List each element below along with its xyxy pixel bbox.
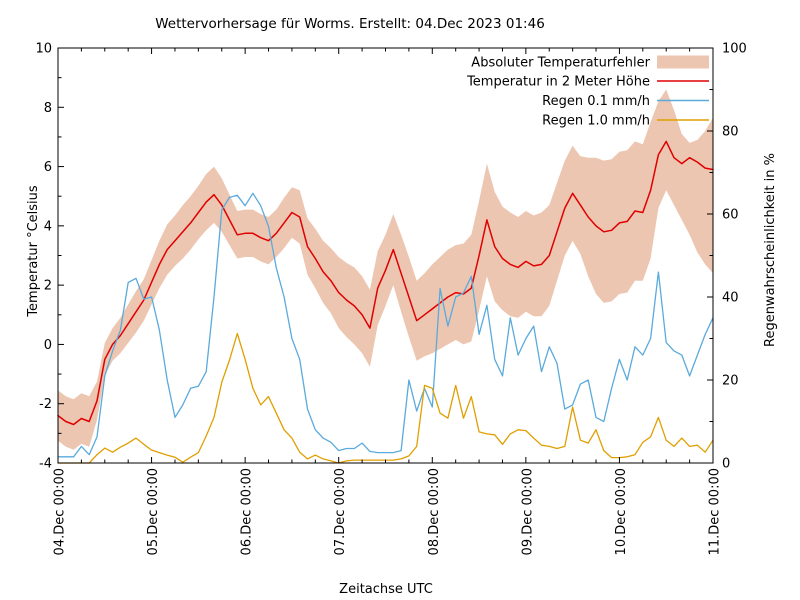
y-left-tick-label: -4 <box>39 457 52 472</box>
y-left-tick-label: 6 <box>44 160 52 175</box>
x-tick-label: 04.Dec 00:00 <box>53 468 68 555</box>
rain-10-line <box>57 332 714 464</box>
chart-title: Wettervorhersage für Worms. Erstellt: 04… <box>155 16 545 32</box>
temperature-line <box>57 140 714 426</box>
axes-layer <box>57 47 714 464</box>
y-right-tick-label: 60 <box>722 208 739 223</box>
y-left-tick-label: 4 <box>44 219 52 234</box>
legend-item-label: Regen 1.0 mm/h <box>542 114 650 129</box>
x-tick-label: 07.Dec 00:00 <box>333 468 348 555</box>
x-tick-label: 10.Dec 00:00 <box>614 468 629 555</box>
legend-item-label: Regen 0.1 mm/h <box>542 94 650 109</box>
y-right-tick-label: 40 <box>722 291 739 306</box>
legend-item-label: Temperatur in 2 Meter Höhe <box>466 75 650 90</box>
x-tick-label: 11.Dec 00:00 <box>708 468 723 555</box>
x-tick-label: 09.Dec 00:00 <box>520 468 535 555</box>
y-right-tick-label: 0 <box>722 457 730 472</box>
y-right-tick-label: 80 <box>722 125 739 140</box>
x-axis-title: Zeitachse UTC <box>339 582 433 597</box>
tick-labels-layer: 04.Dec 00:00 05.Dec 00:00 06.Dec 00:00 07.D… <box>35 42 746 556</box>
y-right-tick-label: 100 <box>722 42 747 57</box>
y-left-tick-label: 2 <box>44 279 52 294</box>
x-tick-label: 08.Dec 00:00 <box>427 468 442 555</box>
legend-band-swatch <box>657 55 709 69</box>
y-left-axis-title: Temperatur °Celsius <box>26 185 41 318</box>
legend: Absoluter Temperaturfehler Temperatur in … <box>466 55 709 129</box>
y-right-axis-title: Regenwahrscheinlichkeit in % <box>763 153 778 347</box>
y-left-tick-label: 0 <box>44 338 52 353</box>
y-left-tick-label: 8 <box>44 101 52 116</box>
x-tick-label: 06.Dec 00:00 <box>240 468 255 555</box>
x-tick-label: 05.Dec 00:00 <box>146 468 161 555</box>
rain-01-line <box>57 192 714 458</box>
y-right-tick-label: 20 <box>722 374 739 389</box>
y-left-tick-label: 10 <box>35 42 52 57</box>
y-left-tick-label: -2 <box>39 397 52 412</box>
legend-item-label: Absoluter Temperaturfehler <box>471 56 650 71</box>
